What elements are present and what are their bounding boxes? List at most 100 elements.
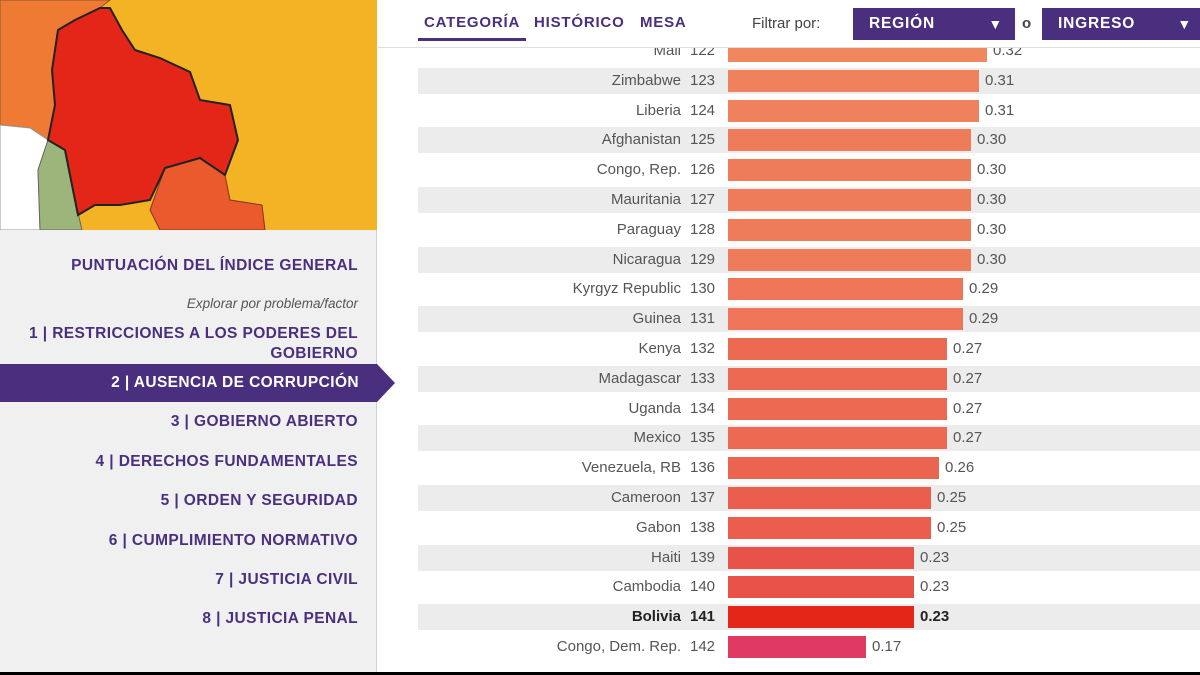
chart-row[interactable]: Mexico 135 0.27 (418, 425, 1200, 452)
rank-label: 135 (690, 429, 716, 447)
tab-mesa[interactable]: MESA (640, 14, 687, 31)
chart-row[interactable]: Madagascar 133 0.27 (418, 365, 1200, 392)
factor-3-link[interactable]: 3 | GOBIERNO ABIERTO (170, 413, 358, 430)
chart-row[interactable]: Congo, Dem. Rep. 142 0.17 (418, 634, 1200, 660)
score-bar[interactable] (728, 99, 979, 122)
score-bar[interactable] (728, 397, 947, 420)
score-bar[interactable] (728, 248, 971, 271)
chart-row[interactable]: Cameroon 137 0.25 (418, 485, 1200, 511)
chart-row[interactable]: Venezuela, RB 136 0.26 (418, 455, 1200, 481)
score-bar[interactable] (728, 367, 947, 390)
chart-row[interactable]: Afghanistan 125 0.30 (418, 127, 1200, 154)
score-value-label: 0.23 (920, 608, 950, 626)
score-value-label: 0.27 (953, 340, 983, 357)
chevron-down-icon: ▼ (1177, 16, 1192, 32)
chart-row[interactable]: Mauritania 127 0.30 (418, 187, 1200, 213)
region-dropdown-label: REGIÓN (869, 15, 935, 32)
score-bar[interactable] (728, 576, 914, 599)
chart-row[interactable]: Gabon 138 0.25 (418, 515, 1200, 541)
factor-2-link-active[interactable]: 2 | AUSENCIA DE CORRUPCIÓN (0, 364, 377, 402)
score-bar[interactable] (728, 218, 971, 241)
score-bar[interactable] (728, 487, 931, 509)
country-name-label: Nicaragua (612, 250, 681, 268)
score-bar[interactable] (728, 69, 979, 92)
ranking-bar-chart: Mali 122 0.32 Zimbabwe 123 0.31 Liberia 124 0.31… (378, 0, 1200, 672)
chart-row[interactable]: Liberia 124 0.31 (418, 98, 1200, 124)
country-name-label: Paraguay (616, 220, 681, 238)
chevron-down-icon: ▼ (988, 16, 1003, 32)
chart-row[interactable]: Haiti 139 0.23 (418, 544, 1200, 571)
active-tab-underline (418, 38, 526, 41)
score-value-label: 0.31 (985, 71, 1015, 89)
score-value-label: 0.17 (872, 638, 902, 655)
rank-label: 134 (690, 399, 716, 417)
chart-row[interactable]: Cambodia 140 0.23 (418, 574, 1200, 600)
chart-row[interactable]: Guinea 131 0.29 (418, 306, 1200, 333)
country-name-label: Kyrgyz Republic (572, 280, 681, 298)
factor-1-link[interactable]: 1 | RESTRICCIONES A LOS PODERES DEL GOBI… (29, 325, 358, 362)
top-toolbar: CATEGORÍA HISTÓRICO MESA Filtrar por: RE… (378, 0, 1200, 48)
chart-row[interactable]: Kyrgyz Republic 130 0.29 (418, 276, 1200, 302)
rank-label: 142 (690, 638, 716, 655)
score-value-label: 0.29 (969, 310, 999, 328)
country-map[interactable] (0, 0, 377, 230)
factor-4-link[interactable]: 4 | DERECHOS FUNDAMENTALES (95, 453, 358, 470)
score-value-label: 0.23 (920, 548, 950, 566)
score-value-label: 0.26 (945, 459, 975, 477)
chart-row[interactable]: Paraguay 128 0.30 (418, 217, 1200, 243)
factor-8-link[interactable]: 8 | JUSTICIA PENAL (202, 610, 358, 627)
rank-label: 126 (690, 161, 716, 179)
score-value-label: 0.23 (920, 578, 950, 596)
income-dropdown[interactable]: INGRESO ▼ (1042, 8, 1200, 40)
score-bar[interactable] (728, 636, 866, 658)
tab-categoria[interactable]: CATEGORÍA (424, 14, 521, 31)
bolivia-map-graphic (0, 0, 377, 230)
factor-5-link[interactable]: 5 | ORDEN Y SEGURIDAD (160, 492, 358, 509)
chart-row[interactable]: Uganda 134 0.27 (418, 396, 1200, 422)
rank-label: 138 (690, 518, 716, 536)
rank-label: 128 (690, 220, 716, 238)
score-bar[interactable] (728, 338, 947, 360)
country-name-label: Afghanistan (601, 131, 681, 149)
overall-index-link[interactable]: PUNTUACIÓN DEL ÍNDICE GENERAL (71, 257, 358, 274)
country-name-label: Congo, Rep. (596, 161, 681, 179)
rank-label: 141 (690, 608, 716, 626)
rank-label: 132 (690, 340, 716, 357)
active-factor-pointer (377, 364, 395, 402)
rank-label: 131 (690, 310, 716, 328)
chart-row[interactable]: Bolivia 141 0.23 (418, 604, 1200, 631)
explore-subtitle: Explorar por problema/factor (186, 296, 358, 311)
rank-label: 136 (690, 459, 716, 477)
score-value-label: 0.30 (977, 191, 1007, 208)
score-bar[interactable] (728, 457, 939, 480)
score-bar[interactable] (728, 189, 971, 211)
chart-row[interactable]: Kenya 132 0.27 (418, 336, 1200, 362)
score-bar[interactable] (728, 278, 963, 301)
country-name-label: Madagascar (598, 369, 681, 387)
chart-row[interactable]: Congo, Rep. 126 0.30 (418, 157, 1200, 183)
country-name-label: Zimbabwe (611, 71, 681, 89)
rank-label: 129 (690, 250, 716, 268)
country-name-label: Guinea (632, 310, 681, 328)
tab-historico[interactable]: HISTÓRICO (534, 14, 625, 31)
rank-label: 133 (690, 369, 716, 387)
country-name-label: Bolivia (631, 608, 681, 626)
sidebar: PUNTUACIÓN DEL ÍNDICE GENERAL Explorar p… (0, 0, 377, 672)
score-bar[interactable] (728, 606, 914, 629)
country-name-label: Congo, Dem. Rep. (556, 638, 681, 655)
score-bar[interactable] (728, 427, 947, 450)
region-dropdown[interactable]: REGIÓN ▼ (853, 8, 1015, 40)
score-bar[interactable] (728, 546, 914, 569)
score-bar[interactable] (728, 129, 971, 152)
chart-row[interactable]: Zimbabwe 123 0.31 (418, 67, 1200, 94)
score-value-label: 0.30 (977, 131, 1007, 149)
score-bar[interactable] (728, 516, 931, 539)
score-value-label: 0.30 (977, 220, 1007, 238)
chart-row[interactable]: Nicaragua 129 0.30 (418, 246, 1200, 273)
factor-6-link[interactable]: 6 | CUMPLIMIENTO NORMATIVO (108, 532, 358, 549)
score-bar[interactable] (728, 308, 963, 331)
country-name-label: Haiti (650, 548, 681, 566)
score-bar[interactable] (728, 159, 971, 182)
factor-7-link[interactable]: 7 | JUSTICIA CIVIL (215, 571, 358, 588)
